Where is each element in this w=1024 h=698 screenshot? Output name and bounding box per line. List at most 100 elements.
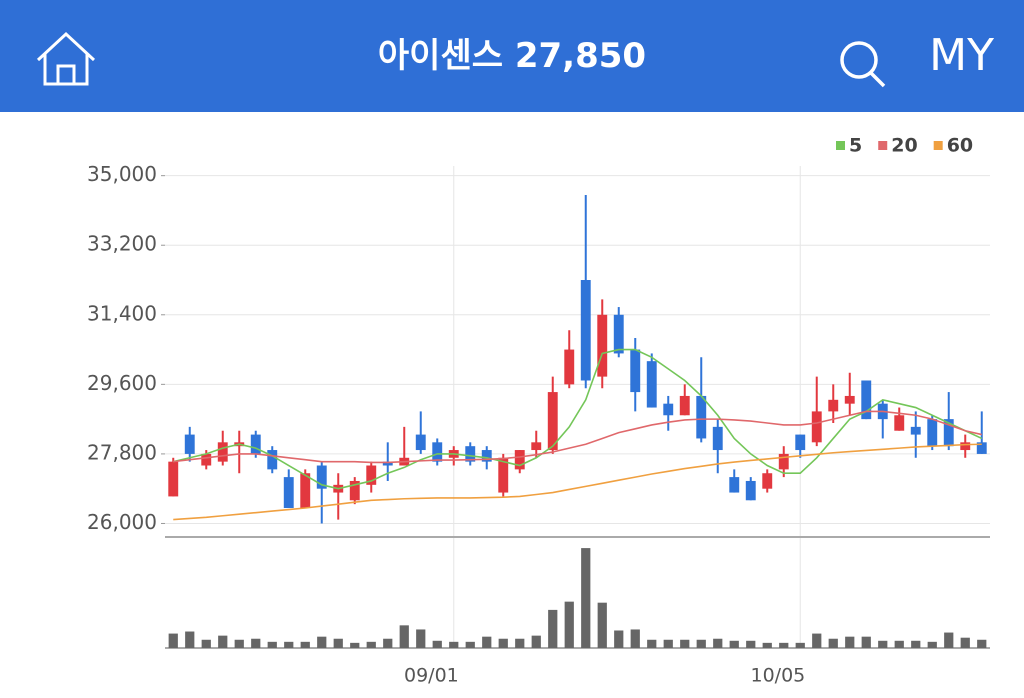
volume-bar [531,635,541,648]
ma-line [173,443,982,521]
volume-bar [168,633,178,648]
volume-bar [267,641,277,648]
volume-bar [795,642,805,648]
volume-bar [911,640,921,648]
candle-body [547,392,558,451]
volume-bar [845,636,855,648]
volume-bar [201,639,211,648]
volume-bar [284,641,294,648]
candle-body [300,473,311,509]
volume-bar [680,639,690,648]
my-button[interactable]: MY [929,30,994,81]
candle-body [531,442,542,451]
candle-body [382,461,393,466]
legend-swatch [878,141,888,150]
candle-body [894,415,905,431]
volume-bar [894,640,904,648]
legend-label: 60 [947,135,973,157]
candle-body [432,442,443,462]
volume-bar [432,640,442,648]
volume-bar [828,638,838,648]
volume-bar [317,636,327,648]
volume-bar [597,602,607,648]
volume-bar [779,642,789,648]
volume-bar [366,641,376,648]
candle-body [745,480,756,501]
legend-label: 20 [891,135,917,157]
volume-bar [960,637,970,648]
candle-body [580,280,591,381]
stock-title: 아이센스 27,850 [377,36,647,76]
candle-body [465,446,476,462]
candle-body [943,419,954,447]
volume-bar [977,639,987,648]
candle-body [514,450,525,470]
candle-body [597,314,608,377]
candle-body [778,453,789,470]
volume-bar [746,640,756,648]
x-tick-label: 09/01 [404,665,459,687]
candle-body [366,465,377,485]
candle-body [811,411,822,443]
candle-body [976,442,987,454]
candle-body [168,461,179,497]
candle-body [646,361,657,408]
volume-bar [548,609,558,648]
home-icon[interactable] [36,31,96,86]
candle-body [415,434,426,451]
candle-body [795,434,806,451]
volume-bar [630,629,640,648]
volume-bar [515,638,525,648]
candle-body [184,434,195,454]
volume-bar [234,639,244,648]
candle-body [481,450,492,462]
volume-bar [564,601,574,648]
y-tick-label: 29,600 [87,371,157,395]
volume-bar [416,629,426,648]
candle-body [349,480,360,501]
volume-bar [251,638,261,648]
volume-bar [383,638,393,648]
legend-label: 5 [849,135,862,157]
y-tick-label: 31,400 [87,301,157,325]
volume-bar [663,639,673,648]
volume-bar [300,641,310,648]
candle-body [217,442,228,462]
volume-bar [449,641,459,648]
candle-body [283,477,294,509]
candle-body [663,403,674,416]
volume-bar [762,642,772,648]
volume-bar [696,639,706,648]
candle-body [564,349,575,385]
search-icon[interactable] [840,41,886,88]
candle-body [498,457,509,493]
volume-bar [713,638,723,648]
y-tick-label: 33,200 [87,232,157,256]
top-bar [0,0,1024,112]
candle-body [729,477,740,493]
candle-body [927,419,938,447]
y-tick-label: 26,000 [87,510,157,534]
volume-bar [927,641,937,648]
candle-body [630,349,641,393]
volume-bar [465,641,475,648]
volume-bar [333,638,343,648]
volume-bar [399,625,409,648]
volume-bar [498,638,508,648]
candle-body [844,395,855,404]
volume-bar [812,633,822,648]
candle-body [762,473,773,489]
ma-line [173,348,983,490]
candle-body [267,450,278,470]
candle-body [201,453,212,466]
volume-bar [878,640,888,648]
volume-bar [647,639,657,648]
candle-body [828,399,839,412]
candle-body [679,395,690,416]
candle-body [712,426,723,451]
candle-body [613,314,624,354]
candle-body [960,442,971,451]
legend-swatch [933,141,943,150]
